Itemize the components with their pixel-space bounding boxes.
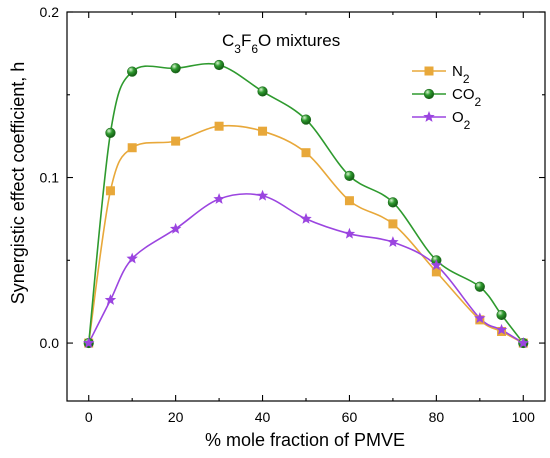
legend-label-o2: O2 (452, 109, 471, 132)
data-point-co2 (387, 197, 399, 208)
legend-label-subscript: 2 (464, 118, 471, 132)
legend-marker-o2 (423, 111, 435, 122)
data-point-n2 (171, 136, 181, 146)
legend-label-part: N (452, 63, 463, 80)
data-point-co2 (474, 281, 485, 292)
title-subscript: 6 (251, 42, 258, 56)
data-point-o2 (387, 236, 399, 247)
data-point-o2 (517, 337, 529, 348)
data-point-o2 (126, 252, 138, 264)
data-point-co2 (213, 59, 225, 71)
data-point-o2 (495, 323, 508, 335)
series-line-n2 (87, 124, 524, 344)
data-point-co2 (300, 114, 312, 125)
data-point-o2 (256, 189, 269, 201)
data-point-n2 (127, 143, 137, 153)
series-line-co2 (87, 62, 524, 344)
data-point-co2 (170, 63, 181, 74)
axes: 0 20 40 60 80 100 0.0 0.1 0.2 (40, 4, 546, 425)
y-tick-label: 0.0 (40, 335, 60, 351)
data-point-n2 (344, 196, 354, 206)
legend-label-n2: N2 (452, 63, 470, 86)
data-point-o2 (300, 212, 312, 224)
data-point-n2 (214, 121, 224, 131)
x-tick-label: 80 (429, 409, 445, 425)
data-point-n2 (431, 267, 441, 277)
data-point-o2 (343, 227, 356, 239)
data-point-o2 (83, 337, 95, 348)
y-tick-label: 0.2 (40, 4, 60, 20)
data-point-co2 (496, 309, 507, 321)
legend-label-subscript: 2 (475, 95, 482, 109)
legend-label-co2: CO2 (452, 86, 482, 109)
title-subscript: 3 (234, 42, 241, 56)
legend-marker-n2 (424, 66, 434, 76)
data-point-n2 (388, 219, 398, 229)
x-tick-label: 60 (342, 409, 358, 425)
data-point-o2 (430, 259, 443, 271)
series-markers (83, 59, 529, 349)
x-tick-label: 20 (168, 409, 184, 425)
x-tick-label: 40 (255, 409, 271, 425)
data-point-n2 (301, 148, 311, 158)
title-part: O mixtures (258, 31, 340, 50)
y-tick-label: 0.1 (40, 170, 60, 186)
data-point-n2 (258, 126, 268, 136)
series-curves (87, 62, 524, 344)
legend-label-subscript: 2 (463, 72, 470, 86)
x-axis-title: % mole fraction of PMVE (205, 430, 405, 450)
data-point-o2 (213, 193, 225, 204)
title-part: F (241, 31, 251, 50)
data-point-co2 (105, 127, 116, 138)
legend-label-part: O (452, 109, 464, 126)
legend-label-part: CO (452, 86, 475, 103)
data-point-n2 (105, 186, 115, 196)
x-tick-label: 0 (85, 409, 93, 425)
y-axis-title: Synergistic effect coefficient, h (8, 62, 28, 304)
chart-title: C3F6O mixtures (222, 31, 340, 56)
title-part: C (222, 31, 234, 50)
data-point-co2 (127, 66, 138, 77)
data-point-o2 (474, 312, 486, 324)
data-point-co2 (344, 170, 355, 181)
data-point-o2 (169, 222, 182, 234)
x-tick-label: 100 (512, 409, 536, 425)
data-point-o2 (104, 294, 117, 305)
data-point-co2 (257, 86, 268, 97)
plot-frame (66, 11, 546, 402)
legend-marker-co2 (423, 88, 435, 100)
